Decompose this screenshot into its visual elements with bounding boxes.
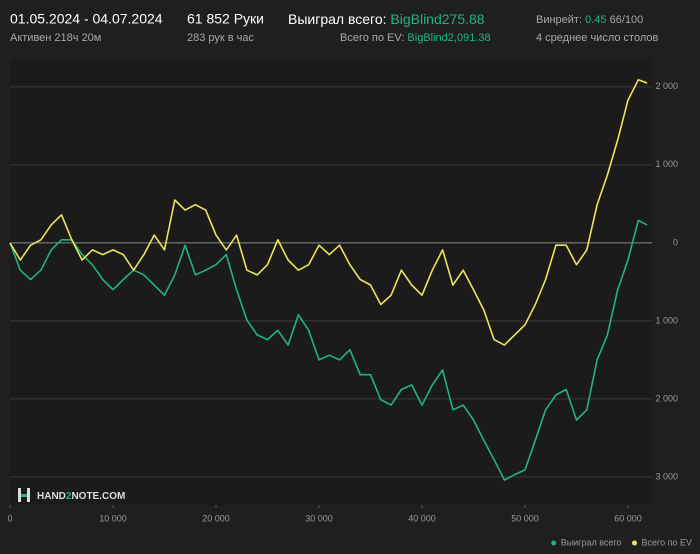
won-total: Выиграл всего: BigBlind275.88 xyxy=(288,11,485,27)
legend-swatch xyxy=(551,540,557,546)
winrate-unit: 66/100 xyxy=(610,14,644,26)
x-tick-label: 10 000 xyxy=(99,513,127,523)
x-tick-label: 60 000 xyxy=(614,513,642,523)
period: 01.05.2024 - 04.07.2024 xyxy=(10,11,163,27)
x-tick-label: 20 000 xyxy=(202,513,230,523)
legend-label: Всего по EV xyxy=(642,537,692,547)
x-tick-label: 0 xyxy=(7,513,12,523)
logo: HAND2NOTE.COM xyxy=(18,488,125,502)
y-tick-label: 1 000 xyxy=(655,315,678,325)
ev-label: Всего по EV: xyxy=(340,32,404,44)
logo-icon xyxy=(18,488,21,502)
watermark-part: 2 xyxy=(66,491,72,502)
y-tick-label: 3 000 xyxy=(655,471,678,481)
logo-icon xyxy=(21,494,27,497)
winrate-value: 0.45 xyxy=(585,14,606,26)
ev-total: Всего по EV: BigBlind2,091.38 xyxy=(340,32,491,44)
winrate: Винрейт: 0.45 66/100 xyxy=(536,14,643,26)
legend-label: Выиграл всего xyxy=(561,537,622,547)
hands: 61 852 Руки xyxy=(187,11,264,27)
plot-area xyxy=(10,58,652,505)
y-tick-label: 2 000 xyxy=(655,393,678,403)
y-tick-label: 0 xyxy=(673,237,678,247)
y-tick-label: 2 000 xyxy=(655,81,678,91)
x-tick-label: 30 000 xyxy=(305,513,333,523)
logo-icon xyxy=(27,488,30,502)
x-tick-label: 40 000 xyxy=(408,513,436,523)
won-label: Выиграл всего: xyxy=(288,11,387,27)
ev-value: BigBlind2,091.38 xyxy=(407,32,490,44)
watermark-part: HAND xyxy=(37,491,66,502)
won-value: BigBlind275.88 xyxy=(390,11,484,27)
series-line xyxy=(9,219,648,481)
x-tick-label: 50 000 xyxy=(511,513,539,523)
watermark: HAND2NOTE.COM xyxy=(37,491,125,502)
series-line xyxy=(9,79,648,346)
y-tick-label: 1 000 xyxy=(655,159,678,169)
active: Активен 218ч 20м xyxy=(10,32,101,44)
legend-swatch xyxy=(632,540,638,546)
watermark-part: NOTE.COM xyxy=(71,491,125,502)
winrate-label: Винрейт: xyxy=(536,14,582,26)
tables: 4 среднее число столов xyxy=(536,32,658,44)
hands-per-hour: 283 рук в час xyxy=(187,32,255,44)
